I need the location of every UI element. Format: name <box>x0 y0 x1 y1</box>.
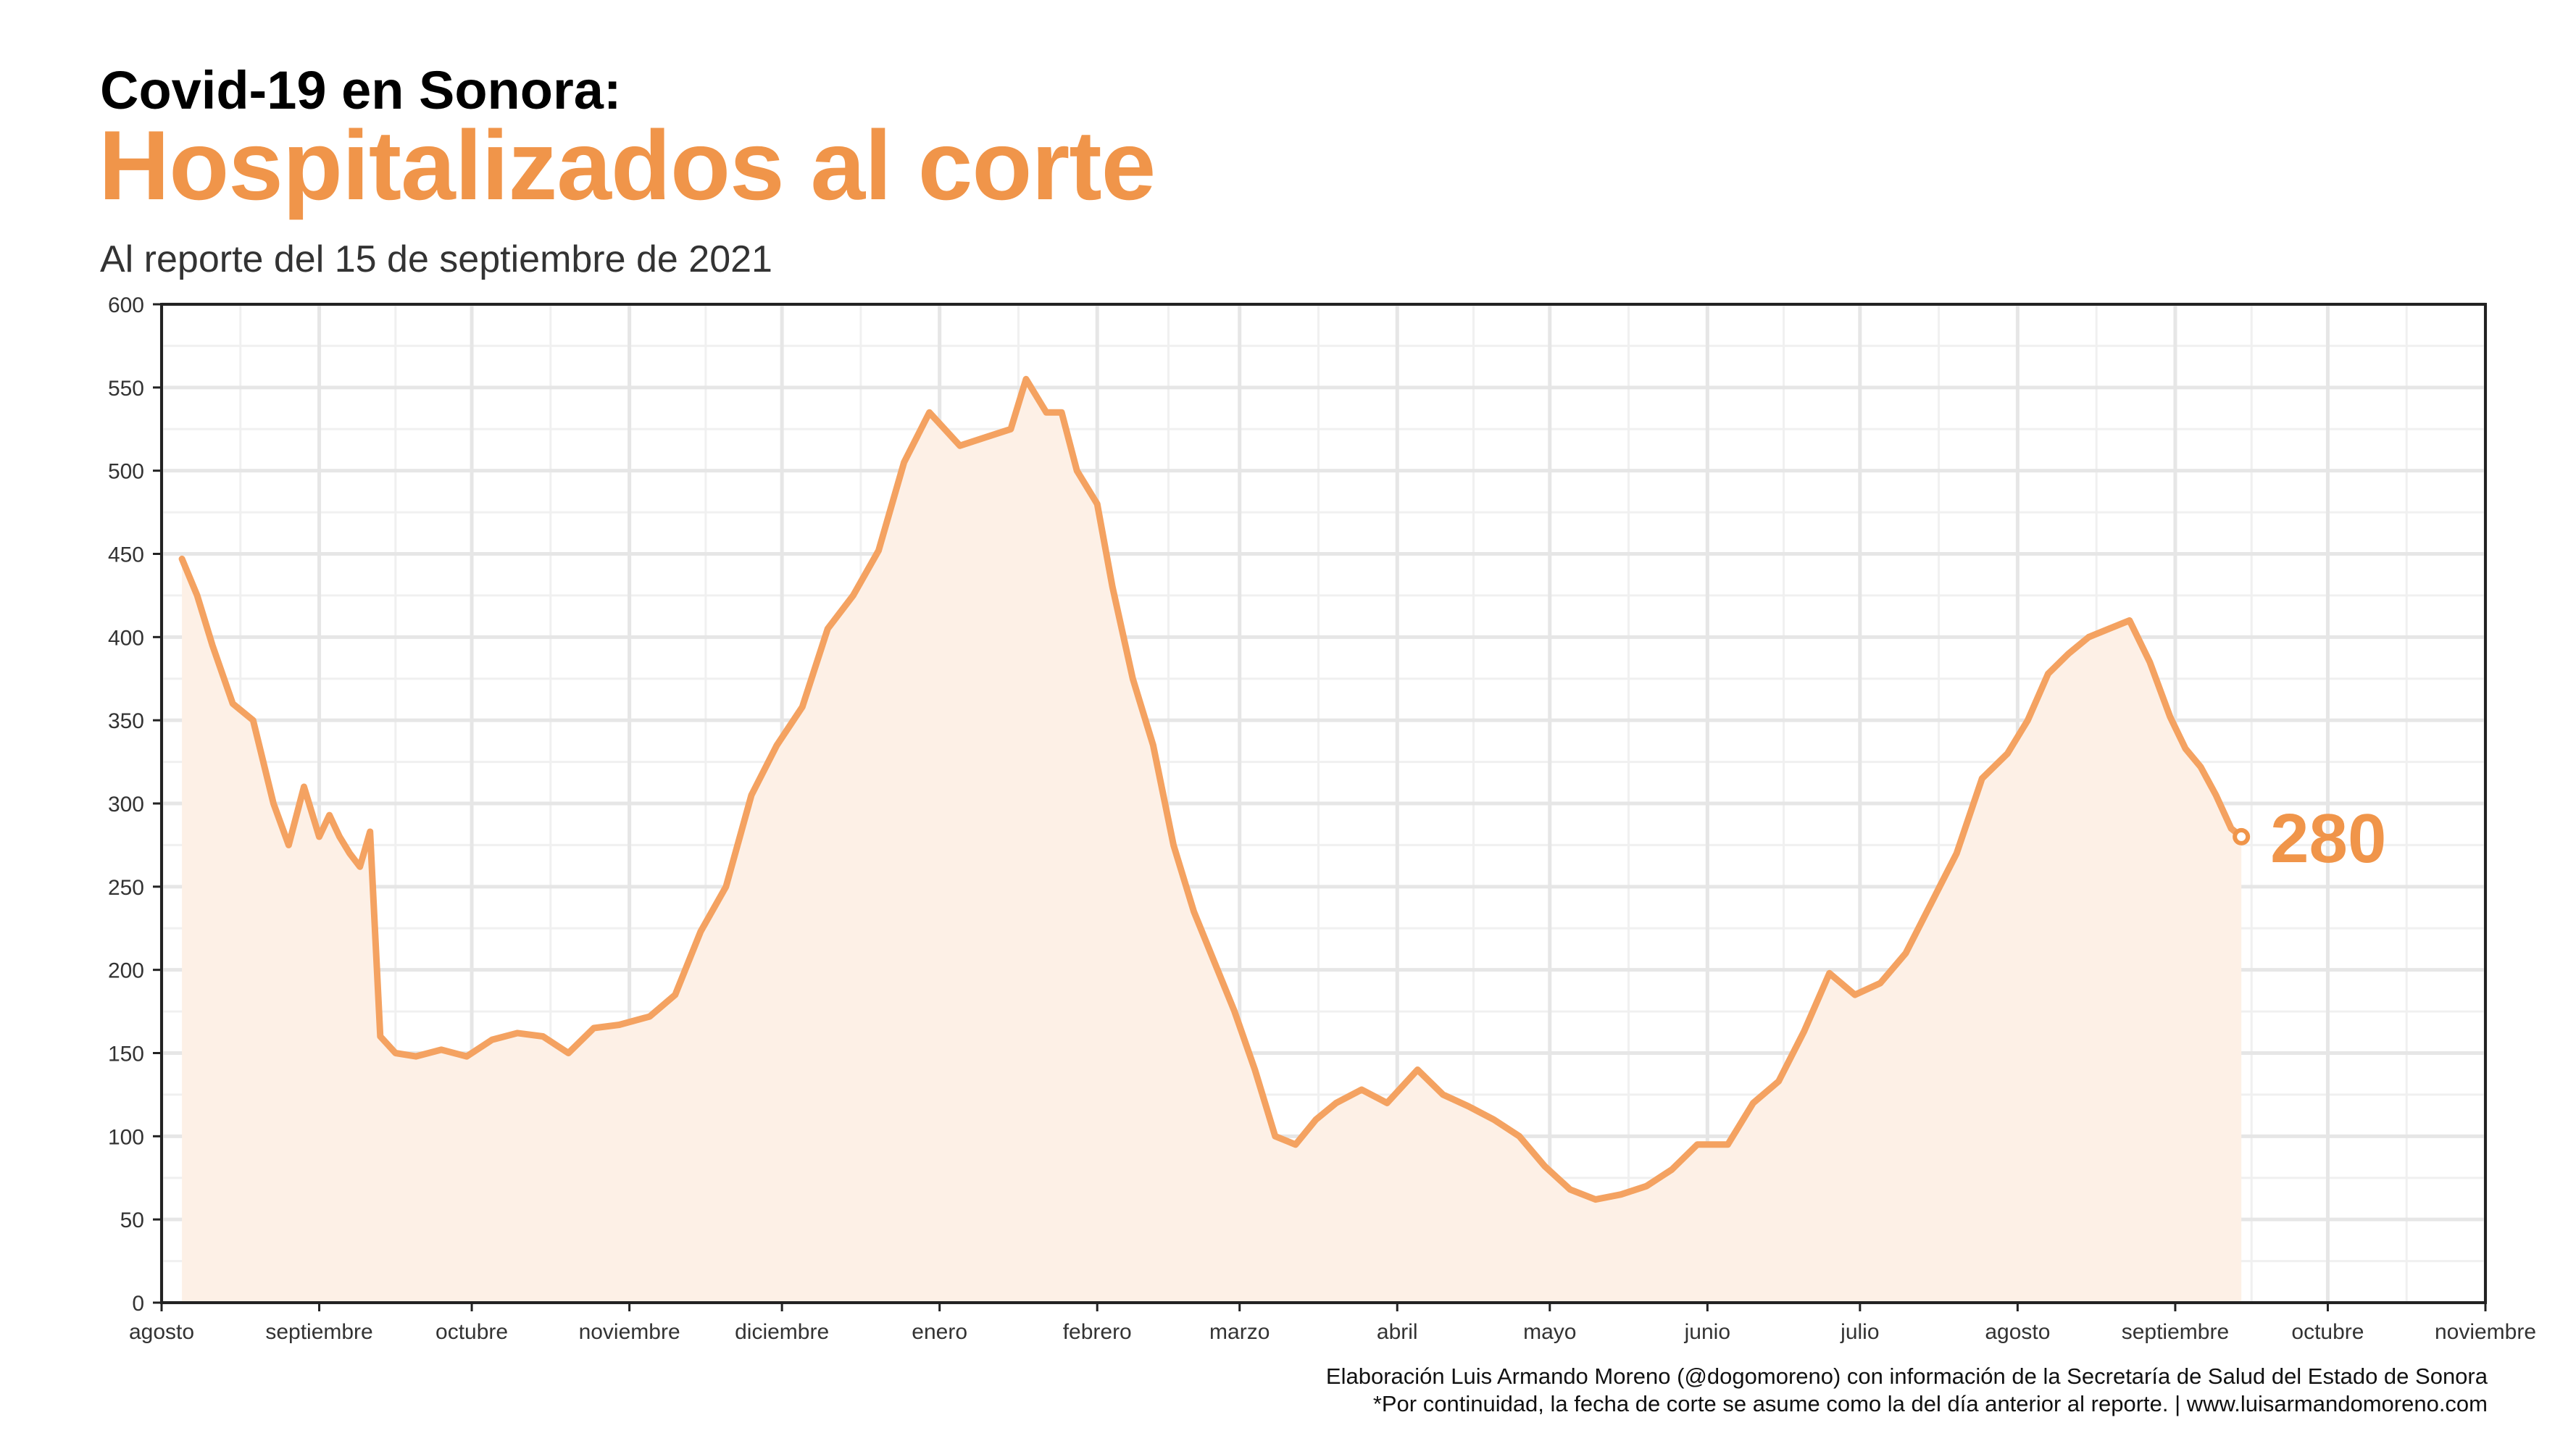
x-tick-label: octubre <box>435 1320 508 1344</box>
x-tick-label: abril <box>1377 1320 1418 1344</box>
x-tick-label: mayo <box>1523 1320 1576 1344</box>
last-value-label: 280 <box>2270 800 2386 877</box>
y-tick-label: 100 <box>108 1125 144 1149</box>
y-tick-label: 300 <box>108 793 144 817</box>
x-tick-label: diciembre <box>735 1320 829 1344</box>
x-tick-label: noviembre <box>579 1320 680 1344</box>
y-tick-label: 0 <box>132 1292 144 1316</box>
series-line <box>178 375 2245 1203</box>
x-tick-label: enero <box>912 1320 967 1344</box>
y-tick-label: 350 <box>108 709 144 733</box>
y-tick-label: 600 <box>108 293 144 317</box>
x-tick-label: julio <box>1840 1320 1879 1344</box>
y-tick-label: 500 <box>108 460 144 484</box>
x-tick-label: septiembre <box>265 1320 372 1344</box>
x-tick-label: agosto <box>129 1320 194 1344</box>
y-tick-label: 250 <box>108 876 144 900</box>
x-tick-label: marzo <box>1209 1320 1270 1344</box>
y-tick-label: 150 <box>108 1043 144 1066</box>
x-tick-label: septiembre <box>2122 1320 2229 1344</box>
x-tick-label: agosto <box>1985 1320 2050 1344</box>
chart-kicker: Covid-19 en Sonora: <box>100 60 622 120</box>
x-tick-label: noviembre <box>2435 1320 2536 1344</box>
y-tick-label: 400 <box>108 626 144 650</box>
chart-subtitle: Al reporte del 15 de septiembre de 2021 <box>100 238 772 280</box>
y-tick-label: 550 <box>108 377 144 401</box>
source-caption: Elaboración Luis Armando Moreno (@dogomo… <box>1325 1364 2488 1389</box>
note-caption: *Por continuidad, la fecha de corte se a… <box>1372 1391 2488 1416</box>
last-point-marker <box>2233 827 2251 845</box>
x-tick-label: octubre <box>2291 1320 2364 1344</box>
x-tick-label: junio <box>1684 1320 1730 1344</box>
y-tick-label: 450 <box>108 543 144 567</box>
series-area <box>182 379 2242 1303</box>
y-tick-label: 200 <box>108 959 144 983</box>
y-tick-label: 50 <box>120 1208 144 1232</box>
chart-title: Hospitalizados al corte <box>99 110 1156 220</box>
x-tick-label: febrero <box>1063 1320 1132 1344</box>
